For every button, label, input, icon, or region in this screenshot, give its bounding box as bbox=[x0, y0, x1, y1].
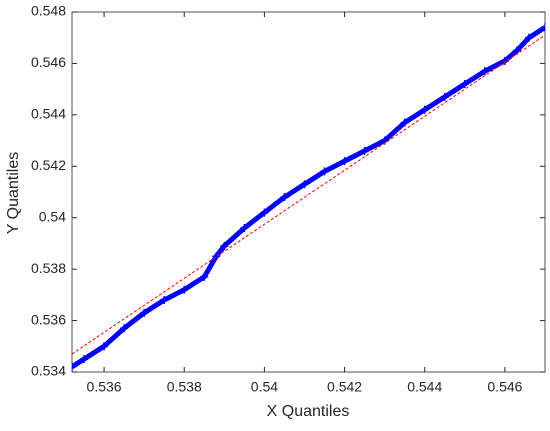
marker bbox=[140, 308, 149, 317]
marker bbox=[420, 105, 429, 114]
marker bbox=[480, 67, 489, 76]
marker bbox=[220, 242, 229, 250]
marker bbox=[541, 23, 545, 32]
marker bbox=[340, 157, 349, 166]
y-tick-label: 0.538 bbox=[31, 260, 66, 276]
marker bbox=[440, 92, 449, 101]
plot-area bbox=[71, 11, 546, 373]
marker bbox=[400, 118, 409, 127]
x-tick-label: 0.546 bbox=[487, 379, 522, 395]
marker bbox=[460, 80, 469, 88]
x-tick-label: 0.54 bbox=[251, 379, 278, 395]
y-tick-label: 0.544 bbox=[31, 106, 66, 122]
marker bbox=[120, 324, 129, 333]
marker bbox=[160, 296, 169, 304]
y-tick-label: 0.548 bbox=[31, 3, 66, 19]
marker bbox=[260, 208, 269, 217]
x-tick-label: 0.544 bbox=[407, 379, 442, 395]
marker bbox=[360, 146, 369, 155]
marker bbox=[512, 46, 521, 55]
y-tick-label: 0.54 bbox=[39, 208, 66, 224]
marker bbox=[100, 342, 109, 351]
marker bbox=[200, 272, 209, 281]
marker bbox=[80, 355, 89, 364]
y-tick-label: 0.546 bbox=[31, 54, 66, 70]
x-tick-label: 0.538 bbox=[167, 379, 202, 395]
y-tick-label: 0.536 bbox=[31, 311, 66, 327]
x-axis-label: X Quantiles bbox=[267, 403, 350, 420]
marker bbox=[72, 362, 76, 371]
x-tick-label: 0.536 bbox=[87, 379, 122, 395]
x-tick-label: 0.542 bbox=[327, 379, 362, 395]
marker bbox=[524, 33, 533, 42]
marker bbox=[180, 285, 189, 294]
marker bbox=[212, 252, 221, 261]
reference-line bbox=[72, 34, 545, 355]
y-tick-label: 0.542 bbox=[31, 157, 66, 173]
marker bbox=[240, 224, 249, 232]
marker bbox=[320, 167, 329, 176]
y-tick-label: 0.534 bbox=[31, 363, 66, 379]
marker bbox=[300, 180, 309, 189]
y-axis-label: Y Quantiles bbox=[5, 152, 22, 234]
marker bbox=[280, 193, 289, 202]
